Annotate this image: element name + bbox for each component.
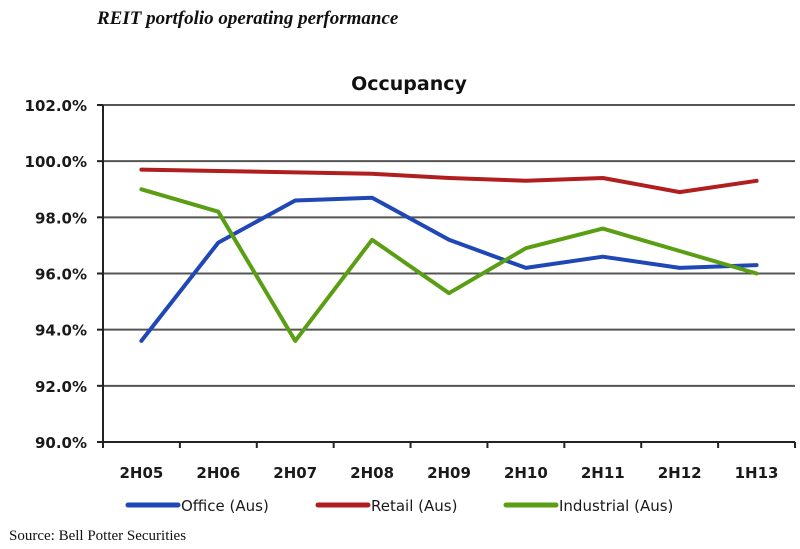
x-tick-label: 2H06 — [196, 464, 240, 482]
y-tick-label: 98.0% — [35, 209, 87, 227]
legend-label: Industrial (Aus) — [559, 497, 673, 515]
y-tick-label: 102.0% — [25, 97, 87, 115]
chart-title: Occupancy — [351, 73, 467, 95]
x-tick-label: 2H08 — [350, 464, 394, 482]
legend: Office (Aus) Retail (Aus) Industrial (Aus) — [125, 497, 673, 515]
series-line-office-aus — [139, 195, 759, 343]
x-tick-label: 2H11 — [581, 464, 625, 482]
series-line-retail-aus — [139, 167, 759, 195]
y-tick-label: 100.0% — [25, 153, 87, 171]
x-tick-label: 2H05 — [120, 464, 164, 482]
x-tick-label: 2H09 — [427, 464, 471, 482]
x-tick-label: 2H10 — [504, 464, 548, 482]
legend-label: Retail (Aus) — [371, 497, 457, 515]
y-tick-label: 94.0% — [35, 322, 87, 340]
y-tick-label: 92.0% — [35, 378, 87, 396]
x-tick-label: 2H07 — [273, 464, 317, 482]
legend-label: Office (Aus) — [181, 497, 269, 515]
source-note: Source: Bell Potter Securities — [9, 528, 187, 544]
page-title: REIT portfolio operating performance — [97, 8, 399, 29]
x-tick-label: 1H13 — [735, 464, 779, 482]
gridlines — [103, 104, 795, 387]
series-lines — [139, 167, 759, 343]
y-tick-label: 90.0% — [35, 434, 87, 452]
x-tick-label: 2H12 — [658, 464, 702, 482]
axes: 90.0% 92.0% 94.0% 96.0% 98.0% 100.0% 102.0% 2H0… — [25, 97, 796, 482]
y-tick-label: 96.0% — [35, 266, 87, 284]
